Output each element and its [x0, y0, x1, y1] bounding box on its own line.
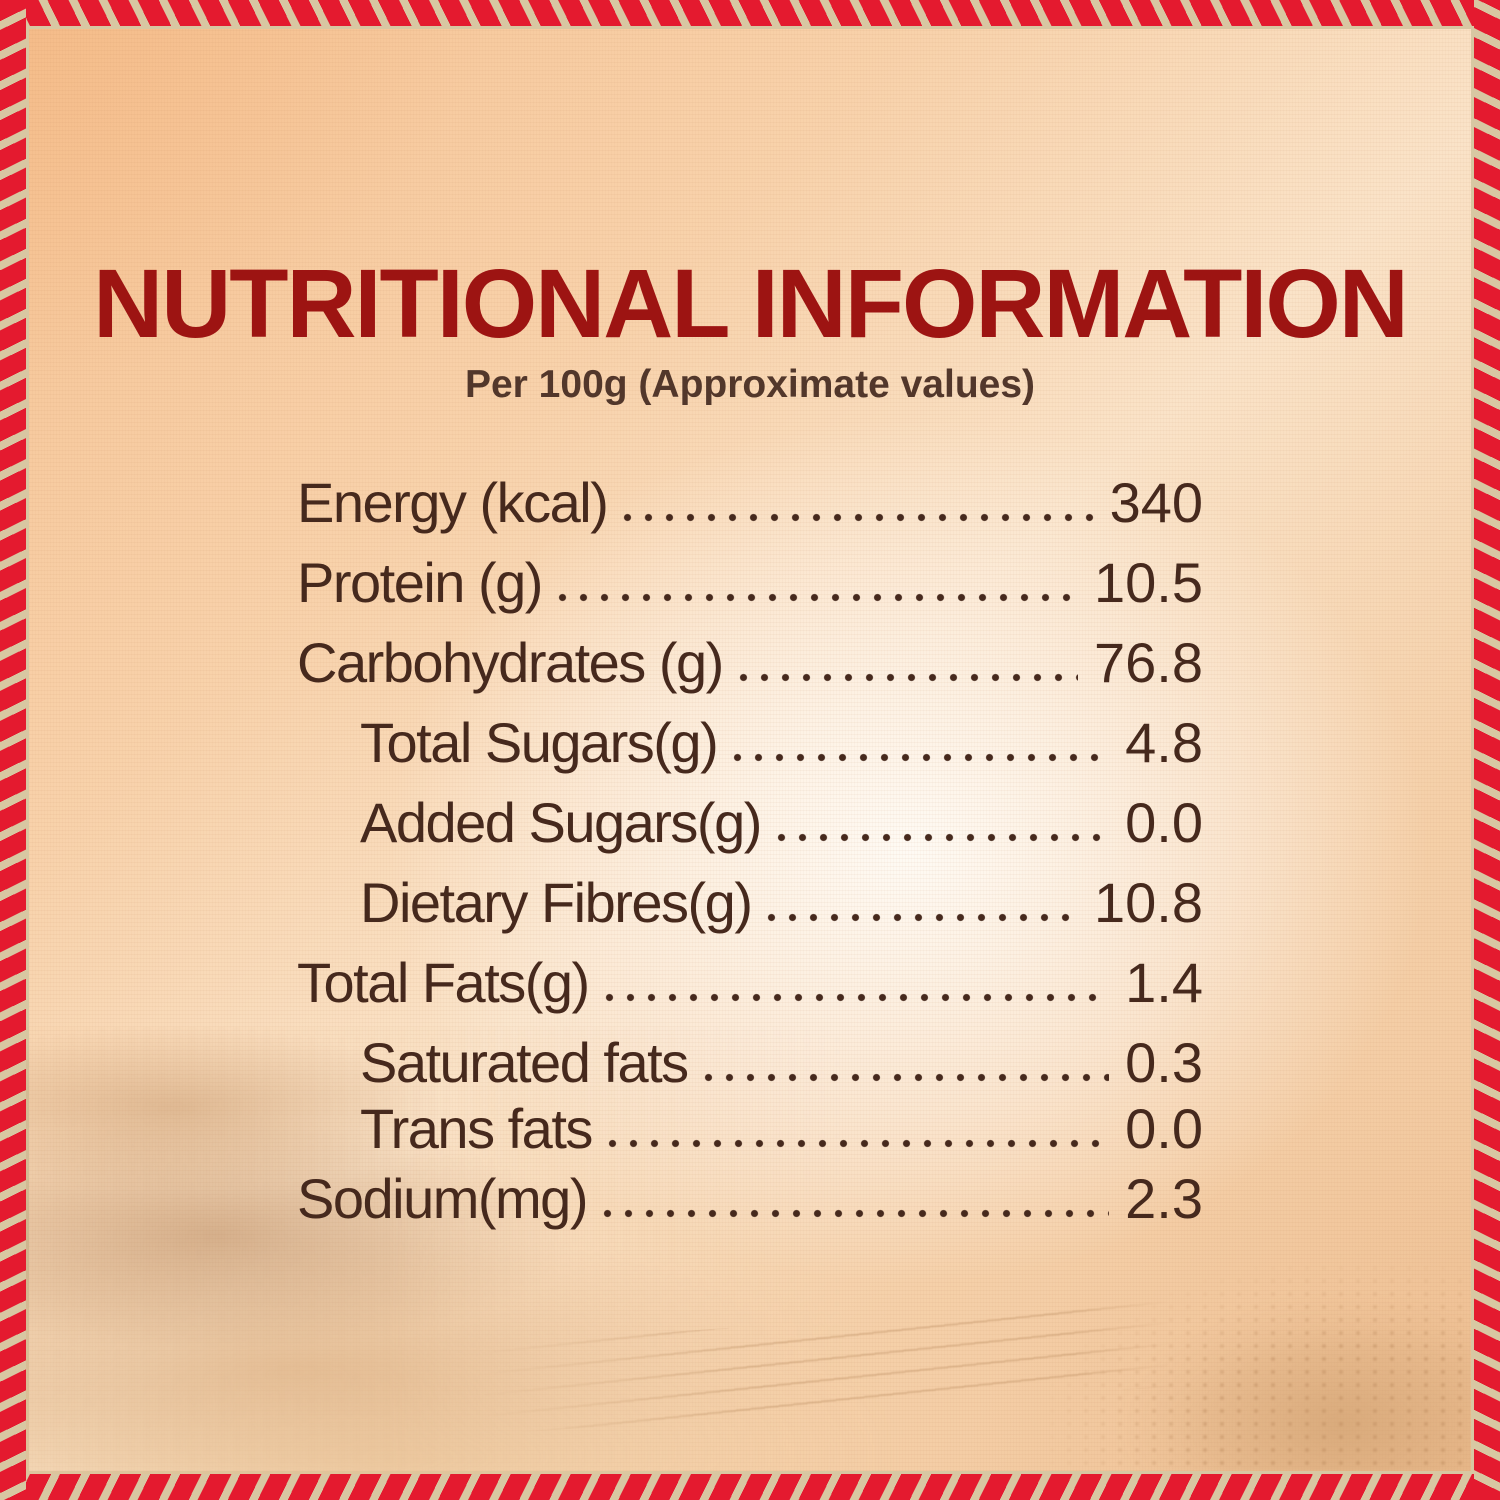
- nutrient-row: Carbohydrates (g) 76.8: [297, 635, 1203, 691]
- nutrient-row: Dietary Fibres(g) 10.8: [360, 875, 1203, 931]
- nutrient-row: Total Sugars(g) 4.8: [360, 715, 1203, 771]
- nutrient-row: Energy (kcal) 340: [297, 475, 1203, 531]
- dotted-leader: [592, 1207, 1110, 1218]
- stitched-border-right: [1474, 0, 1500, 1500]
- nutrient-row: Added Sugars(g) 0.0: [360, 795, 1203, 851]
- grain-pile-image: [1011, 1236, 1471, 1471]
- nutrient-row: Sodium(mg) 2.3: [297, 1171, 1203, 1227]
- nutrient-value: 76.8: [1094, 631, 1203, 694]
- grain-stalks-image: [478, 1297, 1174, 1435]
- nutrient-label: Trans fats: [360, 1097, 593, 1160]
- nutrient-label: Dietary Fibres(g): [360, 871, 753, 934]
- page-title: NUTRITIONAL INFORMATION: [93, 249, 1409, 358]
- nutrient-label: Carbohydrates (g): [297, 631, 724, 694]
- dotted-leader: [597, 1137, 1110, 1148]
- nutrient-label: Sodium(mg): [297, 1167, 588, 1230]
- serving-subtitle: Per 100g (Approximate values): [464, 363, 1036, 406]
- nutrient-label: Protein (g): [297, 551, 543, 614]
- dotted-leader: [757, 911, 1078, 922]
- nutrition-table: Energy (kcal) 340 Protein (g) 10.5 Carbo…: [297, 475, 1203, 1251]
- dotted-leader: [693, 1071, 1110, 1082]
- dotted-leader: [594, 991, 1110, 1002]
- dotted-leader: [728, 671, 1078, 682]
- nutrient-value: 0.0: [1125, 791, 1203, 854]
- nutrient-value: 2.3: [1125, 1167, 1203, 1230]
- dotted-leader: [547, 591, 1078, 602]
- stitched-border-top: [0, 0, 1500, 26]
- nutrient-row: Protein (g) 10.5: [297, 555, 1203, 611]
- nutrient-label: Energy (kcal): [297, 471, 609, 534]
- stitched-border-left: [0, 0, 26, 1500]
- nutrient-row: Trans fats 0.0: [360, 1101, 1203, 1157]
- nutrient-label: Total Fats(g): [297, 951, 590, 1014]
- stitched-border-bottom: [0, 1474, 1500, 1500]
- label-content-area: NUTRITIONAL INFORMATION Per 100g (Approx…: [19, 24, 1476, 1477]
- nutrient-label: Total Sugars(g): [360, 711, 719, 774]
- dotted-leader: [766, 831, 1110, 842]
- dotted-leader: [723, 751, 1110, 762]
- nutrient-row: Total Fats(g) 1.4: [297, 955, 1203, 1011]
- nutrient-value: 10.8: [1094, 871, 1203, 934]
- nutrient-label: Added Sugars(g): [360, 791, 762, 854]
- nutrient-value: 4.8: [1125, 711, 1203, 774]
- nutrient-value: 340: [1109, 471, 1203, 534]
- nutrient-value: 0.3: [1125, 1031, 1203, 1094]
- nutrient-value: 10.5: [1094, 551, 1203, 614]
- dotted-leader: [613, 511, 1094, 522]
- nutrient-value: 0.0: [1125, 1097, 1203, 1160]
- nutrient-label: Saturated fats: [360, 1031, 689, 1094]
- nutrient-row: Saturated fats 0.3: [360, 1035, 1203, 1091]
- nutrient-value: 1.4: [1125, 951, 1203, 1014]
